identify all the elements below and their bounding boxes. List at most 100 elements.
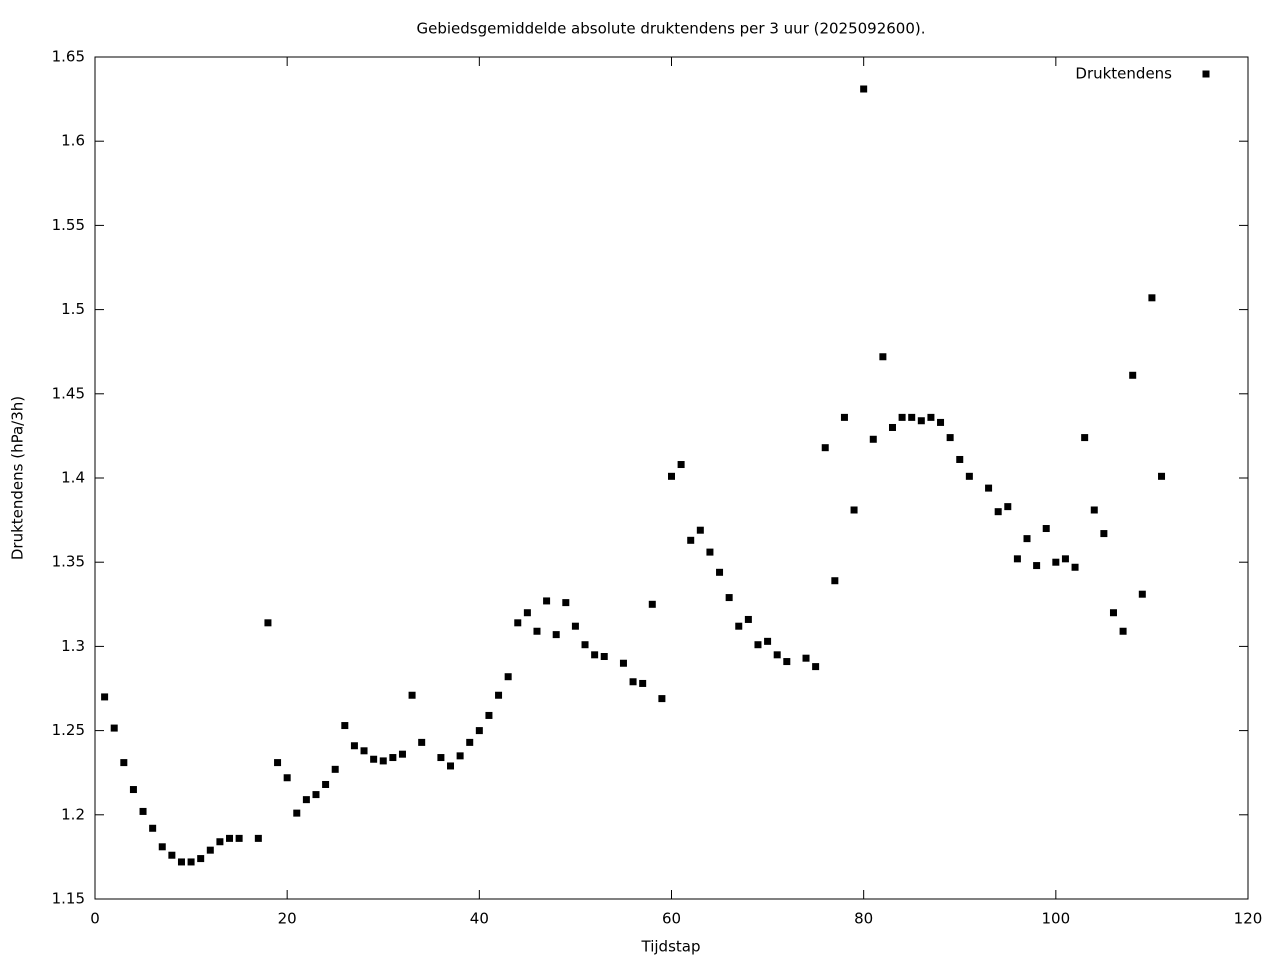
- point: [706, 548, 714, 556]
- point: [927, 413, 935, 421]
- y-tick-label: 1.35: [52, 553, 85, 571]
- point: [1004, 503, 1012, 511]
- point: [158, 843, 166, 851]
- point: [888, 423, 896, 431]
- point: [543, 597, 551, 605]
- y-tick-label: 1.6: [61, 132, 85, 150]
- point: [773, 651, 781, 659]
- x-tick-label: 60: [662, 910, 681, 928]
- y-tick-label: 1.45: [52, 384, 85, 402]
- point: [197, 855, 205, 863]
- point: [475, 727, 483, 735]
- point: [533, 627, 541, 635]
- point: [937, 418, 945, 426]
- point: [908, 413, 916, 421]
- point: [235, 834, 243, 842]
- point: [523, 609, 531, 617]
- point: [514, 619, 522, 627]
- point: [668, 472, 675, 480]
- x-tick-label: 80: [854, 910, 873, 928]
- point: [293, 809, 301, 817]
- point: [917, 417, 925, 425]
- point: [226, 834, 234, 842]
- point: [985, 484, 993, 492]
- point: [754, 641, 762, 649]
- point: [1129, 371, 1137, 379]
- point: [639, 679, 647, 687]
- point: [696, 526, 704, 534]
- point: [408, 691, 416, 699]
- point: [456, 752, 464, 760]
- point: [994, 508, 1002, 516]
- point: [398, 750, 406, 758]
- point: [821, 444, 829, 452]
- point: [341, 722, 349, 730]
- point: [149, 824, 157, 832]
- point: [860, 85, 868, 93]
- point: [1081, 434, 1089, 442]
- point: [360, 747, 368, 755]
- point: [1052, 558, 1060, 566]
- point: [965, 472, 973, 480]
- legend-marker: [1202, 70, 1210, 78]
- point: [177, 858, 185, 866]
- x-axis-label: Tijdstap: [641, 938, 701, 956]
- y-tick-label: 1.5: [61, 300, 85, 318]
- x-tick-label: 20: [278, 910, 297, 928]
- x-tick-label: 0: [90, 910, 100, 928]
- point: [322, 780, 330, 788]
- point: [1061, 555, 1069, 563]
- point: [110, 724, 118, 732]
- point: [658, 695, 666, 703]
- point: [312, 791, 320, 799]
- point: [187, 858, 195, 866]
- point: [1100, 530, 1108, 538]
- point: [331, 765, 339, 773]
- x-tick-label: 40: [470, 910, 489, 928]
- point: [466, 738, 474, 746]
- point: [264, 619, 272, 627]
- point: [1023, 535, 1031, 543]
- point: [879, 353, 887, 361]
- point: [735, 622, 743, 630]
- x-tick-label: 100: [1042, 910, 1071, 928]
- point: [495, 691, 503, 699]
- point: [216, 838, 224, 846]
- point: [629, 678, 637, 686]
- point: [379, 757, 387, 765]
- y-tick-label: 1.55: [52, 216, 85, 234]
- point: [619, 659, 627, 667]
- point: [840, 413, 848, 421]
- point: [1109, 609, 1117, 617]
- point: [101, 693, 109, 701]
- point: [591, 651, 599, 659]
- point: [370, 755, 378, 763]
- point: [274, 759, 282, 767]
- point: [447, 762, 455, 770]
- point: [1119, 627, 1127, 635]
- point: [1071, 563, 1079, 571]
- point: [437, 754, 445, 762]
- point: [571, 622, 579, 630]
- point: [831, 577, 839, 585]
- point: [687, 536, 695, 544]
- point: [946, 434, 954, 442]
- point: [552, 631, 560, 639]
- point: [283, 774, 291, 782]
- y-tick-label: 1.25: [52, 721, 85, 739]
- point: [254, 834, 262, 842]
- point: [120, 759, 128, 767]
- chart-title: Gebiedsgemiddelde absolute druktendens p…: [416, 20, 925, 38]
- point: [956, 455, 964, 463]
- point: [600, 653, 608, 661]
- point: [206, 846, 214, 854]
- point: [1148, 294, 1156, 302]
- legend-label: Druktendens: [1075, 65, 1172, 83]
- point: [562, 599, 570, 607]
- point: [1090, 506, 1098, 514]
- point: [648, 600, 656, 608]
- point: [677, 461, 685, 469]
- y-axis-label: Druktendens (hPa/3h): [9, 396, 27, 560]
- point: [302, 796, 310, 804]
- point: [139, 807, 147, 815]
